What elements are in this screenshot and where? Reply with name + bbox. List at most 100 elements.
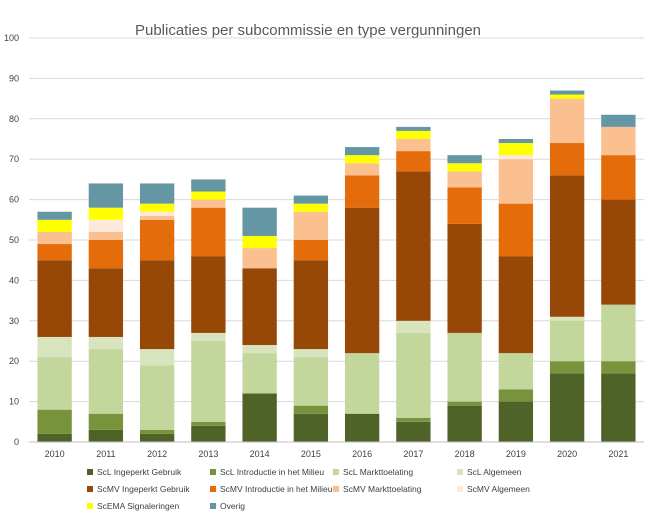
bar-segment xyxy=(37,409,72,434)
bar-segment xyxy=(242,248,277,269)
bars xyxy=(37,90,636,442)
x-tick-label: 2012 xyxy=(147,449,167,459)
bar-segment xyxy=(139,433,175,442)
bar-segment xyxy=(191,421,226,426)
bar-segment xyxy=(139,215,175,220)
bar-segment xyxy=(601,373,636,442)
bar-segment xyxy=(139,349,175,366)
bar-segment xyxy=(139,429,175,434)
bar-segment xyxy=(191,332,226,341)
bar-segment xyxy=(88,183,124,208)
bar-segment xyxy=(242,353,277,394)
bar-segment xyxy=(601,155,636,200)
bar-segment xyxy=(549,90,585,95)
bar-segment xyxy=(139,260,175,350)
x-tick-label: 2020 xyxy=(557,449,577,459)
y-tick-label: 50 xyxy=(9,235,19,245)
legend-item: ScMV Algemeen xyxy=(457,484,530,494)
bar-segment xyxy=(293,203,329,212)
bar-segment xyxy=(498,143,534,156)
bar-segment xyxy=(447,223,482,333)
x-tick-label: 2016 xyxy=(352,449,372,459)
legend-swatch xyxy=(87,503,93,509)
bar-segment xyxy=(88,349,124,414)
bar-segment xyxy=(293,240,329,261)
bar-segment xyxy=(396,171,431,321)
bar-segment xyxy=(447,171,482,188)
bar-segment xyxy=(396,421,431,442)
bar-segment xyxy=(293,260,329,350)
y-tick-label: 10 xyxy=(9,397,19,407)
legend-swatch xyxy=(333,486,339,492)
bar-segment xyxy=(37,336,72,358)
bar-segment xyxy=(293,211,329,240)
legend-label: ScEMA Signaleringen xyxy=(97,501,179,511)
bar-stack-2014 xyxy=(242,207,277,442)
gridlines xyxy=(29,37,644,403)
y-tick-label: 90 xyxy=(9,73,19,83)
bar-segment xyxy=(447,187,482,224)
bar-segment xyxy=(191,341,226,422)
bar-segment xyxy=(601,199,636,305)
bar-segment xyxy=(396,139,431,152)
bar-segment xyxy=(601,304,636,362)
bar-segment xyxy=(498,401,534,442)
bar-segment xyxy=(344,147,380,156)
bar-segment xyxy=(447,405,482,442)
bar-segment xyxy=(37,211,72,220)
x-tick-label: 2014 xyxy=(250,449,270,459)
bar-segment xyxy=(344,175,380,208)
y-tick-label: 40 xyxy=(9,275,19,285)
legend-swatch xyxy=(333,469,339,475)
bar-segment xyxy=(447,401,482,406)
legend-item: ScL Ingeperkt Gebruik xyxy=(87,467,182,477)
bar-segment xyxy=(191,199,226,208)
bar-segment xyxy=(447,163,482,172)
bar-segment xyxy=(549,316,585,321)
y-tick-label: 60 xyxy=(9,195,19,205)
bar-segment xyxy=(549,94,585,99)
bar-segment xyxy=(344,353,380,414)
x-tick-label: 2013 xyxy=(198,449,218,459)
legend-swatch xyxy=(210,503,216,509)
legend-swatch xyxy=(457,486,463,492)
x-tick-label: 2011 xyxy=(96,449,115,459)
bar-segment xyxy=(293,349,329,358)
legend-swatch xyxy=(210,469,216,475)
y-tick-label: 0 xyxy=(14,437,19,447)
bar-segment xyxy=(242,393,277,442)
bar-segment xyxy=(396,417,431,422)
bar-segment xyxy=(88,207,124,220)
bar-segment xyxy=(139,203,175,212)
bar-segment xyxy=(37,244,72,261)
legend-label: ScMV Introductie in het Milieu xyxy=(220,484,333,494)
bar-segment xyxy=(191,191,226,200)
bar-segment xyxy=(396,130,431,139)
legend-item: ScL Algemeen xyxy=(457,467,522,477)
legend-swatch xyxy=(457,469,463,475)
bar-segment xyxy=(293,405,329,414)
bar-stack-2015 xyxy=(293,195,329,442)
bar-segment xyxy=(139,219,175,261)
bar-stack-2016 xyxy=(344,147,380,442)
x-tick-label: 2021 xyxy=(608,449,628,459)
bar-segment xyxy=(242,235,277,249)
bar-segment xyxy=(344,207,380,354)
legend-label: ScL Algemeen xyxy=(467,467,522,477)
x-tick-label: 2015 xyxy=(301,449,321,459)
legend-item: ScMV Markttoelating xyxy=(333,484,422,494)
bar-segment xyxy=(396,320,431,333)
legend-label: Overig xyxy=(220,501,245,511)
bar-segment xyxy=(88,336,124,350)
bar-stack-2019 xyxy=(498,139,534,442)
bar-segment xyxy=(191,207,226,257)
x-axis: 2010 2011 2012 2013 2014 2015 2016 2017 2018 2019… xyxy=(45,449,629,459)
bar-segment xyxy=(191,179,226,192)
bar-segment xyxy=(242,207,277,236)
legend-item: Overig xyxy=(210,501,245,511)
bar-segment xyxy=(37,260,72,337)
bar-segment xyxy=(191,425,226,442)
bar-segment xyxy=(396,151,431,172)
bar-segment xyxy=(498,389,534,402)
